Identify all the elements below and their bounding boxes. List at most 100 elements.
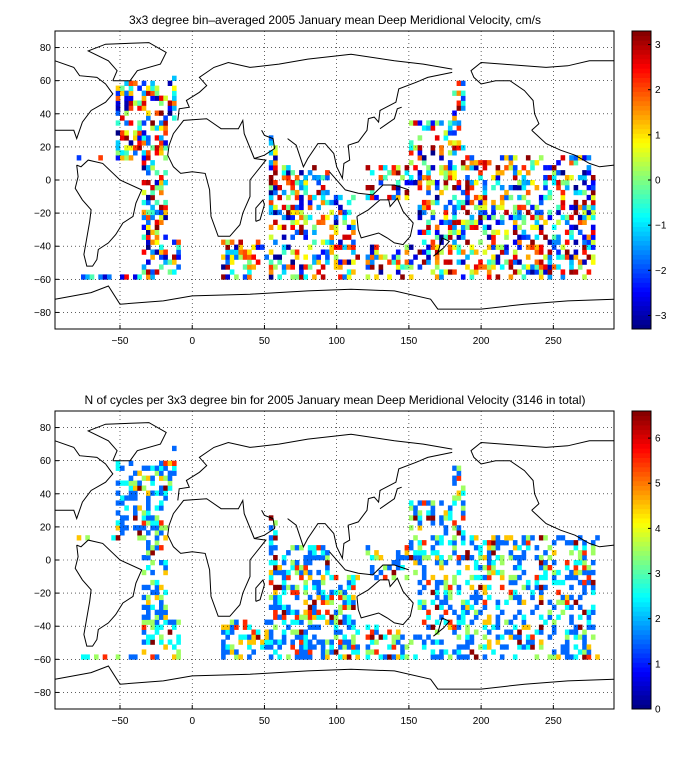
heatmap-cell xyxy=(508,550,514,556)
heatmap-cell xyxy=(141,624,147,630)
heatmap-cell xyxy=(408,639,414,645)
heatmap-cell xyxy=(281,634,287,640)
heatmap-cell xyxy=(456,105,462,111)
heatmap-cell xyxy=(413,555,418,561)
heatmap-cell xyxy=(417,589,423,596)
heatmap-cell xyxy=(346,274,352,280)
heatmap-cell xyxy=(146,135,151,141)
heatmap-cell xyxy=(320,274,326,280)
heatmap-cell xyxy=(242,634,248,640)
heatmap-cell xyxy=(268,604,274,610)
heatmap-cell xyxy=(569,540,574,546)
heatmap-cell xyxy=(426,120,431,126)
heatmap-cell xyxy=(556,239,561,245)
heatmap-cell xyxy=(421,644,427,650)
heatmap-cell xyxy=(573,209,579,216)
heatmap-cell xyxy=(590,239,596,245)
heatmap-cell xyxy=(395,629,401,635)
heatmap-cell xyxy=(150,189,155,196)
heatmap-cell xyxy=(486,264,492,270)
heatmap-cell xyxy=(590,550,596,556)
heatmap-cell xyxy=(346,654,352,660)
heatmap-cell xyxy=(98,274,103,280)
heatmap-cell xyxy=(281,579,287,586)
x-tick-label: 250 xyxy=(545,336,562,347)
heatmap-cell xyxy=(172,644,177,650)
heatmap-cell xyxy=(141,105,147,111)
heatmap-cell xyxy=(154,619,160,625)
heatmap-cell xyxy=(426,170,431,176)
heatmap-cell xyxy=(456,234,462,240)
heatmap-cell xyxy=(443,560,449,566)
heatmap-cell xyxy=(163,204,168,211)
x-tick-label: −50 xyxy=(112,716,129,727)
heatmap-cell xyxy=(452,649,457,655)
heatmap-cell xyxy=(342,654,347,660)
heatmap-cell xyxy=(146,209,151,216)
heatmap-cell xyxy=(491,569,496,576)
heatmap-cell xyxy=(141,120,147,126)
heatmap-cell xyxy=(530,589,535,596)
heatmap-cell xyxy=(573,560,579,566)
heatmap-cell xyxy=(329,594,334,601)
colorbar-swatch xyxy=(632,587,651,593)
heatmap-cell xyxy=(307,194,313,201)
heatmap-cell xyxy=(473,204,479,211)
heatmap-cell xyxy=(478,594,483,601)
heatmap-cell xyxy=(346,624,352,630)
heatmap-cell xyxy=(447,140,453,146)
heatmap-cell xyxy=(325,639,330,645)
heatmap-cell xyxy=(582,584,587,591)
heatmap-cell xyxy=(159,254,164,260)
heatmap-cell xyxy=(299,214,304,221)
heatmap-cell xyxy=(564,249,570,255)
heatmap-cell xyxy=(221,254,226,260)
heatmap-cell xyxy=(150,229,155,235)
heatmap-cell xyxy=(556,654,561,660)
heatmap-cell xyxy=(517,639,522,645)
heatmap-cell xyxy=(172,269,177,275)
heatmap-cell xyxy=(508,579,514,586)
heatmap-cell xyxy=(551,574,557,581)
heatmap-cell xyxy=(530,269,535,275)
heatmap-cell xyxy=(577,560,583,566)
heatmap-cell xyxy=(120,525,125,531)
heatmap-cell xyxy=(172,95,177,101)
heatmap-cell xyxy=(408,160,414,166)
colorbar-swatch xyxy=(632,513,651,519)
heatmap-cell xyxy=(434,594,440,601)
heatmap-cell xyxy=(413,515,418,521)
heatmap-cell xyxy=(551,239,557,245)
heatmap-cell xyxy=(163,214,168,221)
heatmap-cell xyxy=(465,609,470,615)
heatmap-cell xyxy=(325,199,330,206)
coastline-segment xyxy=(54,285,615,310)
heatmap-cell xyxy=(534,160,540,166)
heatmap-cell xyxy=(351,249,356,255)
heatmap-cell xyxy=(395,560,401,566)
heatmap-cell xyxy=(525,244,531,250)
heatmap-cell xyxy=(456,244,462,250)
heatmap-cell xyxy=(163,95,168,101)
heatmap-cell xyxy=(159,110,164,116)
heatmap-cell xyxy=(538,155,544,161)
heatmap-cell xyxy=(137,140,142,146)
heatmap-cell xyxy=(551,264,557,270)
heatmap-cell xyxy=(268,644,274,650)
heatmap-cell xyxy=(586,204,592,211)
heatmap-cell xyxy=(333,589,339,596)
heatmap-cell xyxy=(577,550,583,556)
heatmap-cell xyxy=(521,644,527,650)
heatmap-cell xyxy=(325,654,330,660)
heatmap-cell xyxy=(133,274,138,280)
heatmap-cell xyxy=(369,259,375,265)
heatmap-cell xyxy=(434,535,440,541)
coastline-segment xyxy=(254,130,276,159)
heatmap-cell xyxy=(478,550,483,556)
heatmap-cell xyxy=(229,619,235,625)
heatmap-cell xyxy=(163,155,168,161)
colorbar-swatch xyxy=(632,625,651,631)
heatmap-cell xyxy=(312,259,317,265)
heatmap-cell xyxy=(473,264,479,270)
coastline-segment xyxy=(54,665,615,690)
